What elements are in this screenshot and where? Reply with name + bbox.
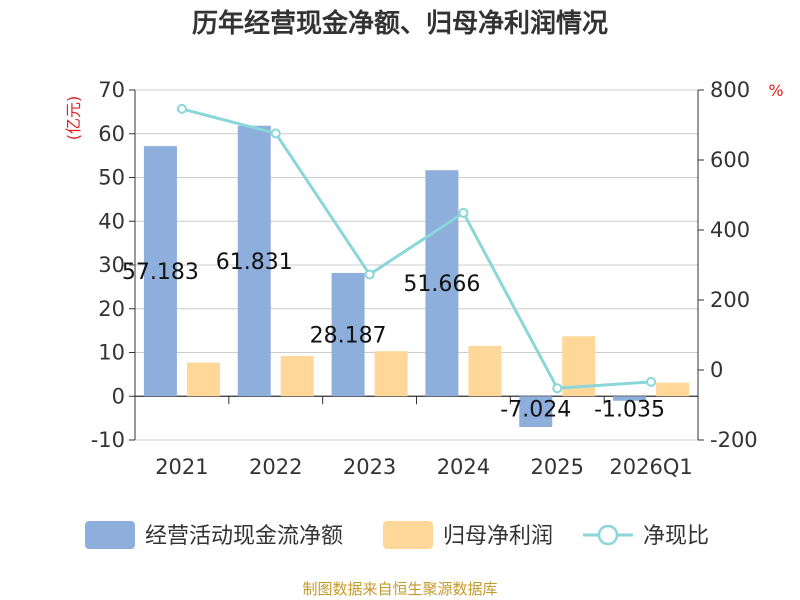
chart-title: 历年经营现金净额、归母净利润情况 xyxy=(192,8,608,39)
right-axis: -200 0 200 400 600 800 xyxy=(697,78,758,452)
source-note: 制图数据来自恒生聚源数据库 xyxy=(302,580,497,598)
line-cash-ratio xyxy=(181,107,652,390)
legend: 经营活动现金流净额 归母净利润 净现比 xyxy=(85,521,709,549)
x-tick-label: 2023 xyxy=(343,455,396,479)
data-label-operating-cash: 61.831 xyxy=(216,250,293,275)
left-axis: -10 0 10 20 30 40 50 60 70 xyxy=(91,78,136,452)
data-label-operating-cash: -1.035 xyxy=(594,397,665,422)
bar-operating-cash xyxy=(425,170,459,397)
legend-label-operating-cash: 经营活动现金流净额 xyxy=(145,524,343,549)
data-label-operating-cash: 57.183 xyxy=(122,260,199,285)
point-cash-ratio xyxy=(364,269,375,280)
x-tick-label: 2022 xyxy=(249,455,302,479)
right-axis-unit: % xyxy=(768,81,783,100)
left-tick-label: 40 xyxy=(98,209,125,233)
point-cash-ratio xyxy=(176,103,187,114)
point-cash-ratio xyxy=(458,207,469,218)
bar-net-profit xyxy=(374,351,408,397)
right-tick-label: 200 xyxy=(710,288,750,312)
bar-operating-cash xyxy=(519,396,553,427)
point-cash-ratio xyxy=(552,383,563,394)
bar-operating-cash xyxy=(143,146,177,397)
bar-net-profit xyxy=(656,382,690,397)
left-axis-unit: (亿元) xyxy=(64,96,83,141)
data-label-operating-cash: -7.024 xyxy=(500,397,571,422)
x-tick-label: 2026Q1 xyxy=(609,455,692,479)
point-cash-ratio xyxy=(646,376,657,387)
legend-swatch-operating-cash xyxy=(85,521,135,549)
data-label-operating-cash: 28.187 xyxy=(310,324,387,349)
legend-label-cash-ratio: 净现比 xyxy=(643,524,709,549)
left-tick-label: 50 xyxy=(98,166,125,190)
left-tick-label: 30 xyxy=(98,253,125,277)
data-label-operating-cash: 51.666 xyxy=(403,272,480,297)
right-tick-label: 800 xyxy=(710,78,750,102)
data-labels: 57.183 61.831 28.187 51.666 -7.024 -1.035 xyxy=(122,250,665,422)
right-tick-label: 0 xyxy=(710,358,723,382)
right-tick-label: 400 xyxy=(710,218,750,242)
bar-operating-cash xyxy=(613,396,647,401)
left-tick-label: 10 xyxy=(98,341,125,365)
x-tick-label: 2021 xyxy=(155,455,208,479)
line-series xyxy=(176,103,657,394)
point-cash-ratio xyxy=(270,128,281,139)
left-tick-label: 0 xyxy=(112,384,125,408)
right-tick-label: 600 xyxy=(710,148,750,172)
left-tick-label: -10 xyxy=(91,428,125,452)
legend-marker-cash-ratio xyxy=(597,524,619,546)
legend-label-net-profit: 归母净利润 xyxy=(443,524,553,549)
right-tick-label: -200 xyxy=(710,428,758,452)
left-tick-label: 20 xyxy=(98,297,125,321)
left-tick-label: 60 xyxy=(98,122,125,146)
x-axis: 2021 2022 2023 2024 2025 2026Q1 xyxy=(134,395,699,479)
bar-net-profit xyxy=(280,356,314,397)
bar-net-profit xyxy=(468,345,502,397)
bar-net-profit xyxy=(186,362,220,397)
bar-operating-cash xyxy=(237,125,271,397)
x-tick-label: 2025 xyxy=(531,455,584,479)
bar-operating-cash xyxy=(331,272,365,397)
bars xyxy=(143,125,690,427)
left-tick-label: 70 xyxy=(98,78,125,102)
legend-swatch-net-profit xyxy=(383,521,433,549)
x-tick-label: 2024 xyxy=(437,455,490,479)
